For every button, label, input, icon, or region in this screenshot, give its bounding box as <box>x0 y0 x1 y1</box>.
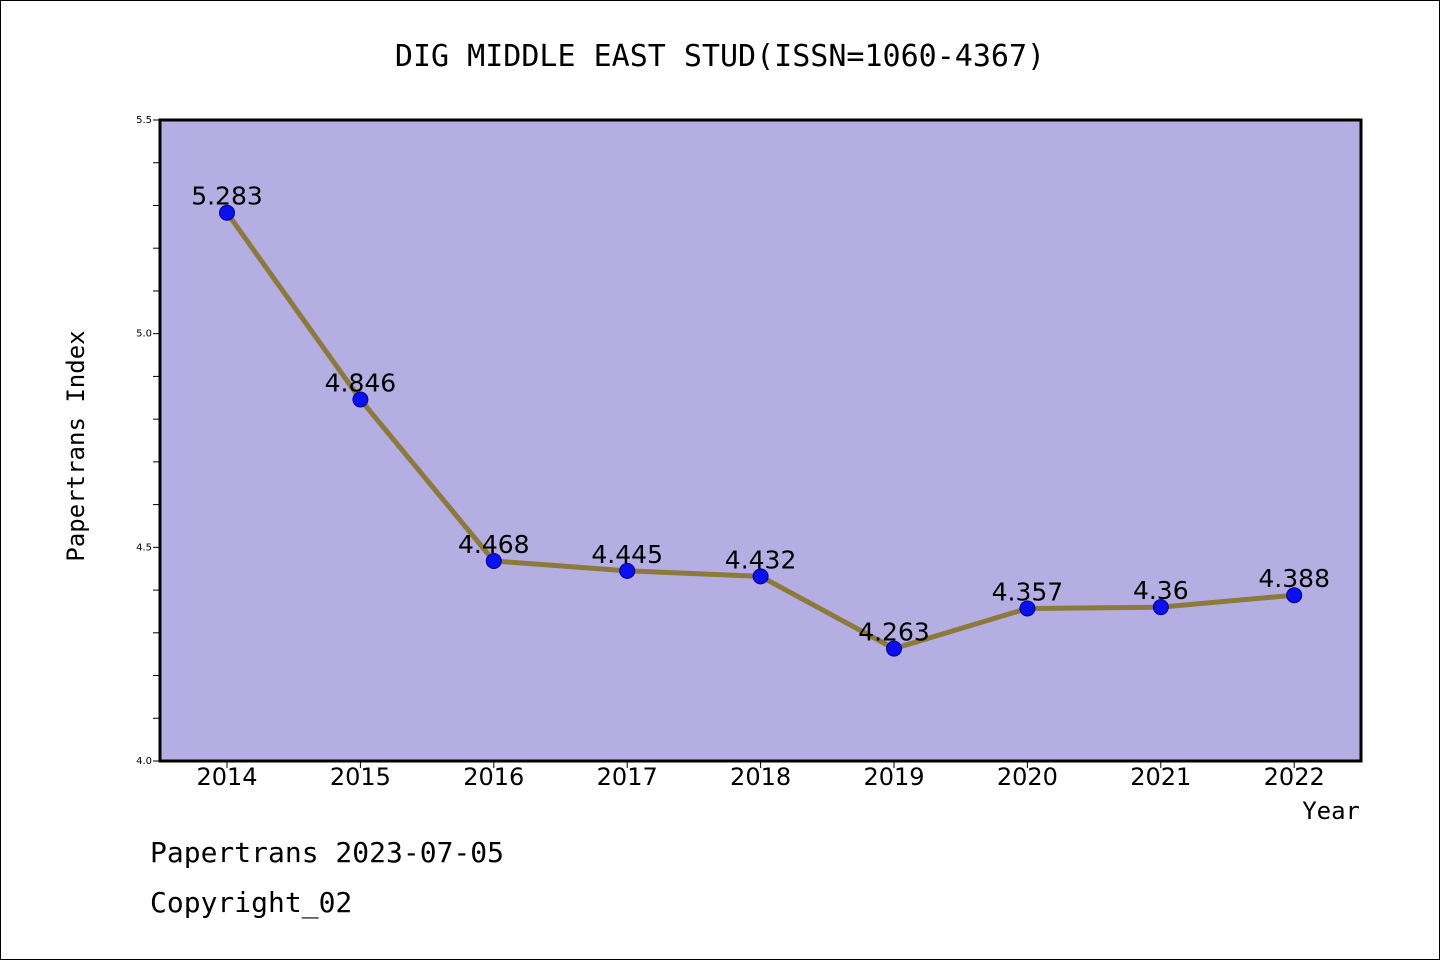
x-tick-label: 2014 <box>196 763 257 791</box>
data-series: 5.283 4.846 4.468 4.445 4.432 4.263 4.357 4.36 4… <box>191 182 1330 657</box>
footer-date: Papertrans 2023-07-05 <box>150 836 505 869</box>
y-axis-label: Papertrans Index <box>62 330 90 561</box>
data-point <box>752 568 769 585</box>
x-tick-label: 2015 <box>330 763 391 791</box>
footer-copyright: Copyright_02 <box>150 886 353 919</box>
plot-area <box>158 118 1363 763</box>
data-point <box>1019 600 1036 617</box>
data-label: 4.357 <box>992 577 1064 606</box>
x-tick-label: 2021 <box>1130 763 1191 791</box>
data-label: 4.388 <box>1258 564 1330 593</box>
x-tick-label: 2022 <box>1264 763 1325 791</box>
y-tick-label: 5.0 <box>136 329 152 340</box>
x-tick-label: 2018 <box>730 763 791 791</box>
data-label: 4.445 <box>591 540 663 569</box>
x-axis-label: Year <box>1302 797 1360 825</box>
data-point <box>1286 587 1303 604</box>
y-tick-label: 4.5 <box>136 542 152 553</box>
data-label: 4.468 <box>458 530 530 559</box>
x-axis: 2014 2015 2016 2017 2018 2019 2020 2021 2022 <box>196 761 1325 791</box>
data-label: 4.432 <box>725 545 797 574</box>
data-point <box>485 553 502 570</box>
data-point <box>619 562 636 579</box>
data-label: 4.263 <box>858 618 930 647</box>
chart-title: DIG MIDDLE EAST STUD(ISSN=1060-4367) <box>395 39 1045 74</box>
y-axis: 4.0 4.5 5.0 5.5 <box>136 115 160 767</box>
y-tick-label: 4.0 <box>136 756 152 767</box>
data-point <box>219 204 235 221</box>
data-label: 4.846 <box>325 368 397 397</box>
data-point <box>886 640 902 657</box>
x-tick-label: 2016 <box>463 763 524 791</box>
x-tick-label: 2020 <box>997 763 1058 791</box>
data-label: 4.36 <box>1133 576 1189 605</box>
data-point <box>352 391 369 408</box>
x-tick-label: 2017 <box>597 763 658 791</box>
x-tick-label: 2019 <box>863 763 924 791</box>
data-point <box>1152 599 1169 616</box>
y-tick-label: 5.5 <box>136 115 152 126</box>
data-label: 5.283 <box>191 182 263 211</box>
